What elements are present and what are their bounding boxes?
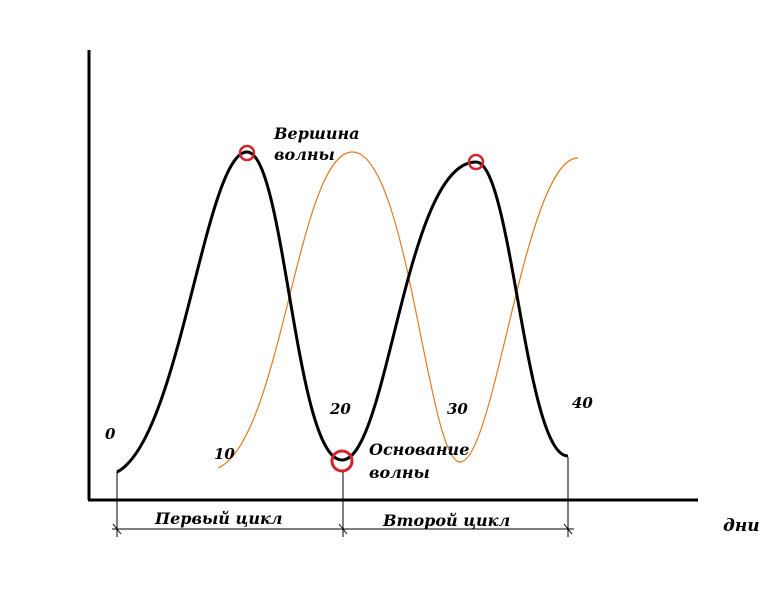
second-cycle-label: Второй цикл [382,511,510,530]
base-label-line2: волны [369,463,430,482]
day-label-20: 20 [329,400,351,418]
first-cycle-label: Первый цикл [154,509,283,528]
base-label-line1: Основание [369,440,469,459]
x-axis-label: дни [723,516,760,536]
cycle-arrow-1 [112,523,122,535]
cycle-arrow-2 [338,523,348,535]
peak-label-line1: Вершина [273,124,359,143]
day-label-30: 30 [447,400,468,418]
day-label-10: 10 [214,445,235,463]
peak-label-line2: волны [274,145,335,164]
peak-marker-1 [238,144,256,162]
main-wave [116,150,569,474]
base-marker [330,449,354,473]
peak-marker-2 [467,153,485,171]
cycle-arrow-3 [563,523,573,535]
day-label-40: 40 [572,394,593,412]
day-label-0: 0 [105,425,116,443]
shifted-wave [217,151,579,469]
